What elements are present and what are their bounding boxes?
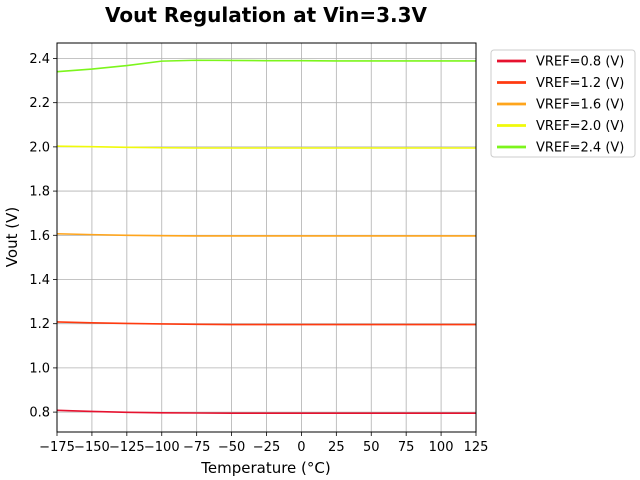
y-axis-label: Vout (V) [3, 207, 21, 267]
legend-label: VREF=1.2 (V) [536, 76, 624, 91]
x-tick-label: −50 [218, 440, 245, 455]
y-tick-label: 1.2 [29, 317, 50, 332]
y-tick-label: 1.8 [29, 185, 50, 200]
x-tick-label: 50 [363, 440, 380, 455]
y-axis-ticks: 0.8 1.0 1.2 1.4 1.6 1.8 2.0 2.2 2.4 [29, 52, 57, 421]
y-tick-label: 2.0 [29, 140, 50, 155]
y-tick-label: 2.2 [29, 96, 50, 111]
series-line-5 [56, 59, 476, 73]
x-tick-label: −75 [183, 440, 210, 455]
y-tick-label: 1.6 [29, 229, 50, 244]
legend-label: VREF=1.6 (V) [536, 98, 624, 113]
x-tick-label: 75 [398, 440, 415, 455]
series-line-3 [56, 232, 476, 237]
x-axis-label: Temperature (°C) [200, 459, 330, 477]
x-tick-label: −25 [253, 440, 280, 455]
legend-label: VREF=0.8 (V) [536, 55, 624, 70]
y-tick-label: 1.4 [29, 273, 50, 288]
series-lines [56, 59, 476, 415]
x-axis-ticks: −175 −150 −125 −100 −75 −50 −25 0 25 50 75 100 125 [39, 432, 488, 455]
x-tick-label: 0 [297, 440, 305, 455]
x-tick-label: −100 [144, 440, 180, 455]
legend-box [490, 49, 636, 158]
legend-label: VREF=2.0 (V) [536, 119, 624, 134]
legend-label: VREF=2.4 (V) [536, 141, 624, 156]
series-line-4 [56, 145, 476, 149]
grid [56, 43, 477, 432]
series-line-1 [56, 409, 476, 415]
legend: VREF=0.8 (V) VREF=1.2 (V) VREF=1.6 (V) VREF… [490, 49, 636, 158]
x-tick-label: 125 [464, 440, 489, 455]
y-tick-label: 2.4 [29, 52, 50, 67]
x-tick-label: −125 [109, 440, 145, 455]
x-tick-label: 100 [429, 440, 454, 455]
x-tick-label: −175 [39, 440, 75, 455]
series-line-2 [56, 321, 476, 326]
x-tick-label: 25 [328, 440, 345, 455]
x-tick-label: −150 [74, 440, 110, 455]
y-tick-label: 1.0 [29, 361, 50, 376]
y-tick-label: 0.8 [29, 406, 50, 421]
chart-title: Vout Regulation at Vin=3.3V [105, 3, 428, 27]
